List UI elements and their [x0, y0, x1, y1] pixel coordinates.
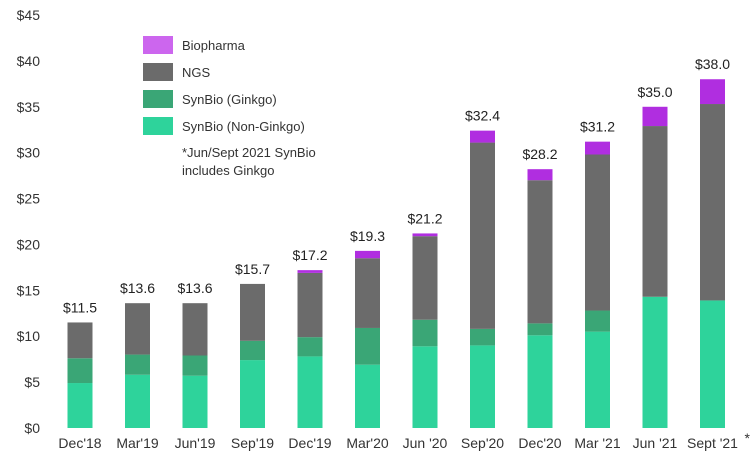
bar-segment — [585, 154, 610, 311]
x-tick-label: Dec'19 — [288, 435, 331, 451]
bar-segment — [642, 296, 668, 428]
bar-segment — [527, 180, 553, 324]
bar-segment — [297, 356, 323, 428]
bar-segment — [355, 327, 380, 365]
bar-segment — [642, 106, 668, 127]
bar-segment — [67, 383, 93, 428]
bar-segment — [585, 331, 610, 428]
x-tick-label: Sep'19 — [231, 435, 274, 451]
total-labels: $11.5 $13.6 $13.6 $15.7 $17.2 $19.3 $21.2 $32.4… — [63, 56, 730, 315]
legend-label: SynBio (Ginkgo) — [182, 92, 277, 107]
legend-swatch — [143, 90, 173, 108]
total-label: $11.5 — [63, 299, 97, 315]
bar-segment — [642, 126, 668, 297]
bar-segment — [355, 250, 380, 259]
x-tick-label: Sep'20 — [461, 435, 504, 451]
bar-segment — [67, 322, 93, 359]
legend-swatch — [143, 36, 173, 54]
legend-label: NGS — [182, 65, 211, 80]
bar-segment — [297, 337, 323, 357]
x-tick-label: Mar '21 — [574, 435, 620, 451]
y-tick-label: $30 — [17, 145, 41, 161]
total-label: $13.6 — [177, 280, 212, 296]
legend-swatch — [143, 117, 173, 135]
total-label: $32.4 — [465, 108, 500, 124]
y-tick-label: $25 — [17, 191, 41, 207]
bar-segment — [585, 310, 610, 332]
x-tick-label: Jun'19 — [175, 435, 216, 451]
x-tick-label: Sept '21 — [687, 435, 738, 451]
bar-segment — [470, 130, 495, 143]
y-tick-label: $40 — [17, 53, 41, 69]
total-label: $31.2 — [580, 119, 615, 135]
legend: Biopharma NGS SynBio (Ginkgo) SynBio (Non-G… — [143, 36, 305, 135]
total-label: $17.2 — [292, 247, 327, 263]
y-tick-label: $20 — [17, 236, 41, 252]
x-tick-label: Mar'19 — [116, 435, 159, 451]
bar-segment — [527, 323, 553, 336]
y-tick-label: $15 — [17, 282, 41, 298]
bar-segment — [412, 319, 438, 347]
bar-segment — [527, 335, 553, 428]
bar-segment — [297, 270, 323, 273]
bar-segment — [355, 258, 380, 328]
y-tick-label: $5 — [24, 374, 40, 390]
x-tick-label: Jun '21 — [633, 435, 678, 451]
bar-segment — [125, 354, 150, 375]
bar-segment — [297, 272, 323, 338]
x-tick-label: Jun '20 — [403, 435, 448, 451]
total-label: $19.3 — [350, 228, 385, 244]
total-label: $15.7 — [235, 261, 270, 277]
bar-segment — [125, 374, 150, 428]
bar-segment — [527, 169, 553, 181]
legend-label: Biopharma — [182, 38, 246, 53]
x-axis: Dec'18 Mar'19 Jun'19 Sep'19 Dec'19 Mar'20 Jun … — [58, 430, 750, 451]
y-tick-label: $10 — [17, 328, 41, 344]
bar-segment — [182, 355, 208, 376]
bar-segment — [240, 340, 265, 361]
bar-segment — [585, 141, 610, 155]
x-tick-label: Mar'20 — [346, 435, 389, 451]
bar-segment — [412, 236, 438, 320]
legend-label: SynBio (Non-Ginkgo) — [182, 119, 305, 134]
footnote-line: includes Ginkgo — [182, 163, 275, 178]
footnote-line: *Jun/Sept 2021 SynBio — [182, 145, 316, 160]
total-label: $35.0 — [637, 84, 672, 100]
y-tick-label: $0 — [24, 420, 40, 436]
category-footnote-marker: * — [745, 430, 750, 446]
bar-segment — [700, 79, 725, 105]
bar-segment — [470, 142, 495, 329]
y-axis: $0 $5 $10 $15 $20 $25 $30 $35 $40 $45 — [17, 7, 41, 436]
legend-swatch — [143, 63, 173, 81]
bar-segment — [355, 364, 380, 428]
total-label: $21.2 — [407, 210, 442, 226]
bar-segment — [240, 283, 265, 341]
bars-group — [67, 79, 725, 428]
y-tick-label: $45 — [17, 7, 41, 23]
total-label: $38.0 — [695, 56, 730, 72]
total-label: $28.2 — [522, 146, 557, 162]
footnote: *Jun/Sept 2021 SynBio includes Ginkgo — [182, 145, 316, 178]
bar-segment — [412, 233, 438, 237]
bar-segment — [182, 303, 208, 356]
bar-segment — [470, 328, 495, 346]
x-tick-label: Dec'20 — [518, 435, 561, 451]
bar-segment — [470, 345, 495, 428]
bar-segment — [240, 360, 265, 428]
bar-segment — [412, 346, 438, 428]
y-tick-label: $35 — [17, 99, 41, 115]
bar-segment — [182, 375, 208, 428]
bar-segment — [67, 358, 93, 384]
bar-segment — [125, 303, 150, 355]
total-label: $13.6 — [120, 280, 155, 296]
x-tick-label: Dec'18 — [58, 435, 101, 451]
bar-segment — [700, 300, 725, 428]
bar-segment — [700, 104, 725, 301]
